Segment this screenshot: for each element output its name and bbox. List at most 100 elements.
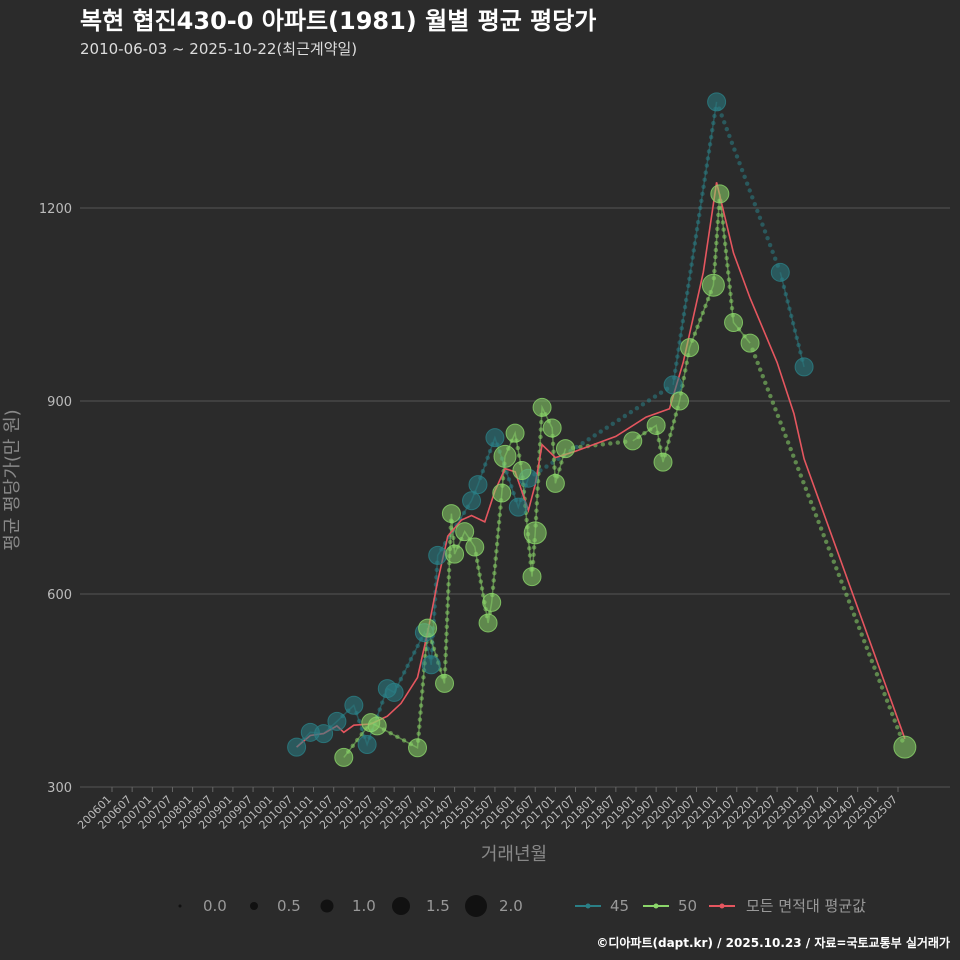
trail-dot-50	[895, 725, 900, 730]
size-legend-dot-1	[250, 902, 258, 910]
legend-label-50: 50	[678, 897, 697, 915]
trail-dot-50	[897, 731, 902, 737]
point-45	[468, 475, 488, 495]
size-legend-label-0: 0.0	[203, 897, 227, 915]
point-45	[707, 92, 727, 112]
point-50	[545, 473, 565, 493]
y-tick-label: 900	[47, 395, 72, 410]
trail-dot-50	[834, 566, 839, 571]
point-50	[441, 504, 461, 524]
trail-dot-50	[608, 441, 613, 446]
point-50	[455, 522, 475, 542]
trail-dot-45	[592, 433, 597, 438]
trail-dot-50	[831, 559, 837, 564]
trail-dot-50	[884, 698, 890, 703]
trail-dot-50	[770, 400, 776, 405]
point-45	[314, 724, 334, 744]
trail-dot-50	[796, 466, 801, 472]
trail-dot-50	[806, 493, 811, 498]
point-50	[522, 567, 542, 587]
point-50	[367, 716, 387, 736]
trail-dot-45	[739, 167, 745, 173]
point-50	[701, 273, 725, 297]
trail-dot-50	[808, 499, 814, 505]
series-line-45	[672, 101, 718, 386]
trail-dot-45	[586, 437, 591, 442]
trail-dot-45	[760, 222, 765, 227]
size-legend-label-2: 1.0	[352, 897, 376, 915]
size-legend-dot-2	[320, 899, 334, 913]
trail-dot-50	[823, 539, 829, 544]
y-tick-labels: 300 600 900 1200	[39, 202, 72, 796]
trail-dot-45	[747, 188, 752, 193]
credit-text: ©디아파트(dapt.kr) / 2025.10.23 / 자료=국토교통부 실…	[596, 935, 950, 950]
series-line-45	[779, 272, 805, 368]
point-50	[512, 460, 532, 480]
point-45	[384, 682, 404, 702]
point-50	[445, 544, 465, 564]
series-line-50	[343, 404, 567, 758]
point-50	[523, 521, 547, 545]
trail-dot-45	[732, 147, 737, 152]
size-legend-label-1: 0.5	[277, 897, 301, 915]
trail-dot-50	[877, 678, 882, 684]
trail-dot-50	[818, 526, 824, 531]
trail-dot-50	[862, 638, 867, 644]
trail-dot-45	[724, 126, 730, 132]
trail-dot-50	[887, 705, 892, 710]
trail-dot-50	[836, 572, 842, 578]
point-50	[670, 391, 690, 411]
trail-dot-45	[729, 140, 735, 145]
legend-label-45: 45	[610, 897, 629, 915]
trail-dot-50	[773, 407, 778, 412]
data-points	[287, 92, 917, 767]
point-50	[623, 431, 643, 451]
trail-dot-50	[801, 479, 806, 485]
trail-dot-45	[616, 417, 622, 423]
trail-dot-50	[791, 453, 796, 458]
point-45	[344, 695, 364, 715]
legend: 0.0 0.5 1.0 1.5 2.0 45 50 모든 면적대 평균값	[178, 895, 866, 917]
trail-dot-50	[839, 579, 844, 584]
trail-dot-50	[841, 585, 847, 591]
trail-dot-50	[856, 625, 862, 631]
trail-dot-45	[658, 390, 664, 395]
trail-dot-50	[803, 486, 809, 492]
trail-dot-50	[600, 442, 606, 447]
point-45	[663, 375, 683, 395]
trail-dot-45	[634, 406, 640, 411]
point-50	[465, 537, 485, 557]
trail-dot-50	[793, 460, 798, 465]
trail-dot-50	[882, 691, 887, 697]
size-legend-dot-0	[178, 904, 182, 908]
trail-dot-45	[722, 120, 727, 125]
point-50	[493, 444, 517, 468]
point-50	[435, 673, 455, 693]
trail-dot-45	[762, 229, 768, 234]
point-45	[770, 262, 790, 282]
point-50	[408, 738, 428, 758]
trail-dot-45	[622, 413, 628, 419]
trail-dot-45	[767, 242, 773, 248]
point-50	[724, 313, 744, 333]
size-legend-dot-3	[392, 897, 410, 915]
trail-dot-45	[734, 154, 740, 159]
trail-dot-50	[829, 552, 834, 558]
trail-dot-45	[765, 236, 770, 241]
trail-dot-50	[849, 605, 854, 611]
legend-swatch-50-dot	[653, 903, 659, 909]
point-45	[794, 357, 814, 377]
point-45	[508, 497, 528, 517]
trail-dot-45	[719, 113, 724, 118]
point-50	[653, 452, 673, 472]
trail-dot-50	[763, 380, 768, 386]
point-50	[482, 592, 502, 612]
trail-dot-50	[851, 612, 857, 617]
trail-dot-45	[544, 464, 549, 469]
trail-dot-45	[610, 421, 615, 426]
trail-dot-50	[755, 360, 760, 366]
y-axis-title: 평균 평당가(만 원)	[2, 409, 23, 550]
trail-dot-50	[788, 446, 793, 452]
series-line-45	[296, 435, 530, 748]
trail-dot-50	[768, 393, 773, 399]
